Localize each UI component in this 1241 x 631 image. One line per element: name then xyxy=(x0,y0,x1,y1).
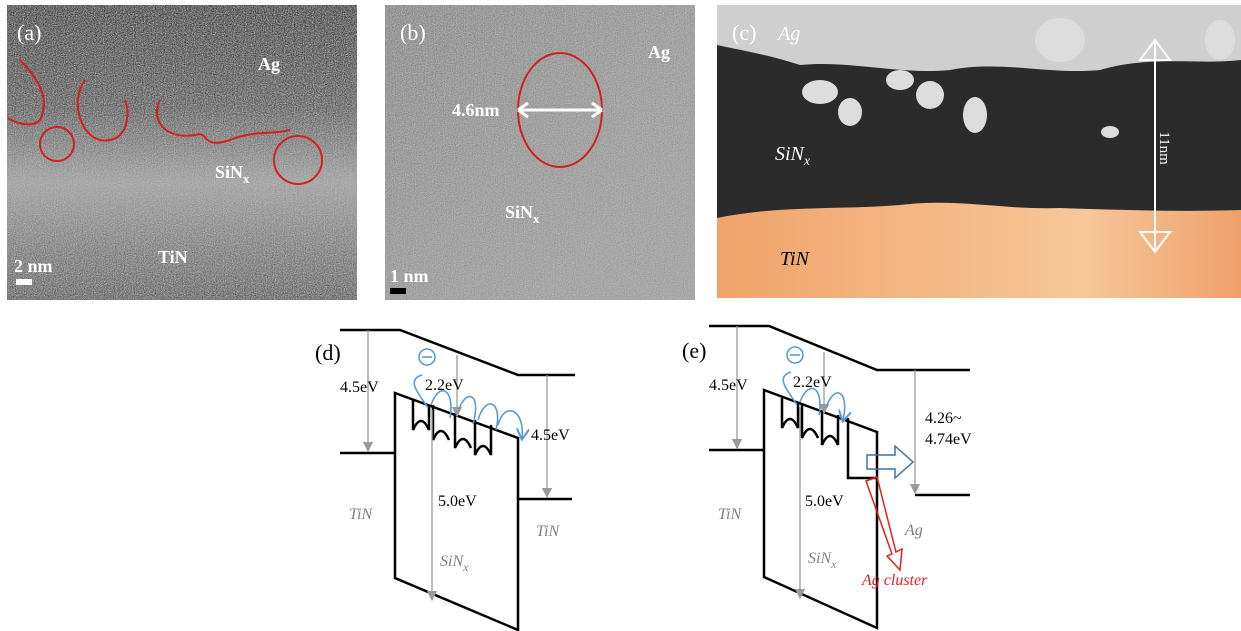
energy-label: 4.5eV xyxy=(531,427,570,444)
scale-label: 1 nm xyxy=(390,266,429,286)
panel-b: (b) Ag 4.6nm SiNx 1 nm xyxy=(385,5,695,300)
tin-label: TiN xyxy=(718,506,742,523)
sinx-label: SiNx xyxy=(808,550,837,571)
text: x xyxy=(830,557,837,571)
transfer-arrow xyxy=(867,446,913,478)
tin-label: TiN xyxy=(536,523,560,540)
tin-label: TiN xyxy=(158,247,188,267)
cluster xyxy=(886,70,914,90)
energy-label: 4.26~ xyxy=(925,410,962,427)
sinx-label: SiNx xyxy=(440,553,469,574)
energy-label: 2.2eV xyxy=(425,377,464,394)
panel-label: (b) xyxy=(400,20,426,45)
text: x xyxy=(243,171,250,186)
text: SiN xyxy=(440,553,464,570)
cluster xyxy=(838,98,862,126)
energy-label: 4.74eV xyxy=(925,431,972,448)
energy-label: 4.5eV xyxy=(709,377,748,394)
energy-label: 5.0eV xyxy=(438,493,477,510)
text: x xyxy=(533,211,540,226)
text: x xyxy=(462,560,469,574)
text: SiN xyxy=(775,143,806,165)
cluster xyxy=(916,81,944,109)
ag-label: Ag xyxy=(776,23,800,45)
text: SiN xyxy=(808,550,832,567)
cluster-label: Ag cluster xyxy=(861,572,928,589)
ag-label: Ag xyxy=(648,42,670,62)
panel-label: (e) xyxy=(682,338,706,363)
band-edges xyxy=(709,326,970,628)
text: SiN xyxy=(215,162,243,182)
scale-bar xyxy=(390,288,406,294)
energy-label: 2.2eV xyxy=(793,374,832,391)
cluster xyxy=(802,80,838,104)
trap-wells xyxy=(413,400,491,455)
text: SiN xyxy=(505,202,533,222)
panel-label: (a) xyxy=(17,20,41,45)
scale-bar xyxy=(16,279,32,285)
trap-wells xyxy=(782,398,838,445)
figure: (a) Ag SiNx TiN 2 nm (b) Ag 4.6nm SiNx 1… xyxy=(0,0,1241,631)
panel-label: (d) xyxy=(315,340,341,365)
ag-label: Ag xyxy=(258,54,280,74)
cluster xyxy=(963,97,987,133)
panel-e: (e) 4.5eV 2.2eV 4.26~ 4.74eV 5.0eV TiN S… xyxy=(682,326,972,628)
cluster xyxy=(1205,20,1235,60)
panel-label: (c) xyxy=(732,20,756,45)
cluster xyxy=(1035,18,1085,62)
size-label: 4.6nm xyxy=(452,100,500,120)
tin-label: TiN xyxy=(349,506,373,523)
thickness-label: 11nm xyxy=(1156,131,1172,165)
cluster xyxy=(1101,126,1119,138)
energy-label: 5.0eV xyxy=(805,493,844,510)
scale-label: 2 nm xyxy=(14,256,53,276)
tin-label: TiN xyxy=(780,248,811,270)
text: x xyxy=(803,154,811,169)
panel-a: (a) Ag SiNx TiN 2 nm xyxy=(7,5,357,300)
ag-label: Ag xyxy=(904,522,923,539)
panel-d: (d) 4.5eV 2.2eV 4.5eV 5.0eV TiN SiNx TiN xyxy=(315,330,575,630)
cluster-arrow xyxy=(866,477,902,570)
panel-c: (c) Ag SiNx TiN 11nm xyxy=(717,5,1241,298)
energy-label: 4.5eV xyxy=(340,379,379,396)
